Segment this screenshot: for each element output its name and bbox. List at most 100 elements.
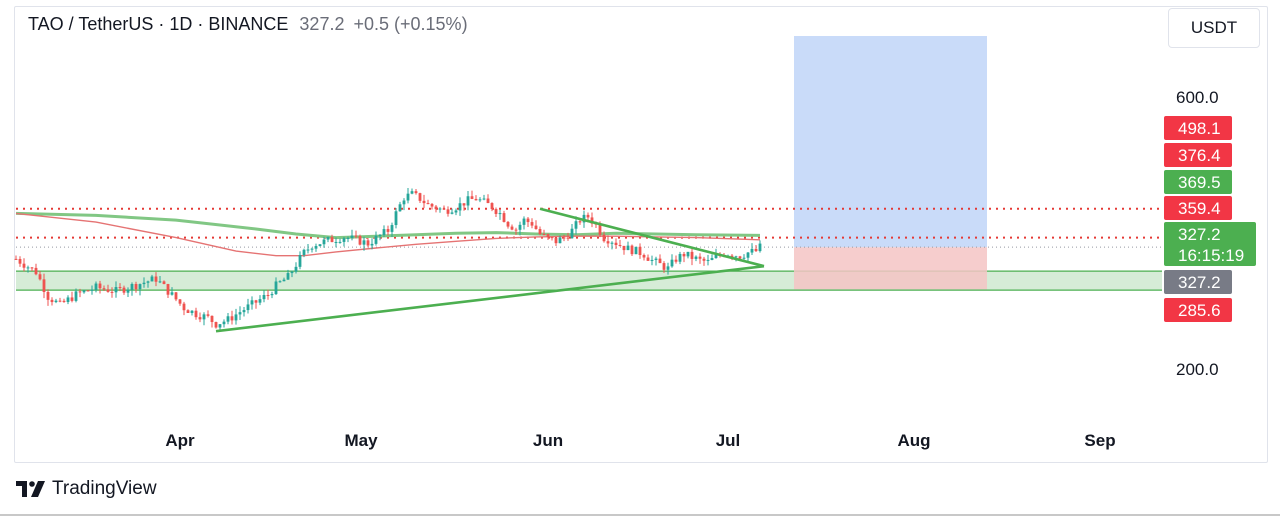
candle-body <box>34 267 38 275</box>
candle-body <box>334 241 338 243</box>
candle-body <box>94 283 98 290</box>
x-axis-label-may: May <box>344 431 378 450</box>
candle-body <box>538 229 542 235</box>
candle-body <box>162 281 166 285</box>
candle-body <box>414 191 418 194</box>
branding[interactable]: TradingView <box>16 478 157 500</box>
candle-body <box>690 251 694 259</box>
candle-body <box>226 316 230 322</box>
candle-body <box>230 316 234 321</box>
triangle-lower-line <box>215 264 765 333</box>
candle-body <box>710 258 714 260</box>
candle-body <box>746 252 750 258</box>
candle-body <box>290 271 294 274</box>
candle-body <box>654 258 658 260</box>
candle-body <box>662 263 666 270</box>
candle-body <box>578 221 582 223</box>
candle-body <box>122 287 126 293</box>
candle-body <box>410 191 414 194</box>
candle-body <box>278 281 282 283</box>
price-change: +0.5 (+0.15%) <box>353 14 468 34</box>
candle-body <box>106 289 110 292</box>
candle-body <box>758 243 762 252</box>
candle-body <box>562 237 566 239</box>
candle-body <box>214 322 218 328</box>
candle-body <box>138 284 142 290</box>
candle-body <box>494 209 498 214</box>
price-label-badge <box>1164 170 1232 194</box>
symbol-title[interactable]: TAO / TetherUS · 1D · BINANCE <box>28 14 289 34</box>
candle-body <box>370 243 374 246</box>
candle-body <box>42 279 46 292</box>
candle-body <box>614 242 618 246</box>
candle-body <box>498 213 502 215</box>
candle-body <box>514 229 518 231</box>
candle-body <box>266 294 270 296</box>
candle-body <box>658 258 662 264</box>
last-price: 327.2 <box>299 14 345 34</box>
currency-button[interactable]: USDT <box>1168 8 1260 48</box>
candle-body <box>242 310 246 313</box>
candle-body <box>166 284 170 295</box>
candle-body <box>282 279 286 282</box>
candle-body <box>470 196 474 199</box>
candle-body <box>114 287 118 293</box>
candle-body <box>458 203 462 211</box>
y-axis-tick: 600.0 <box>1176 88 1219 107</box>
candle-body <box>398 204 402 212</box>
y-axis-tick: 200.0 <box>1176 360 1219 379</box>
candle-body <box>158 281 162 283</box>
candle-body <box>582 214 586 223</box>
candle-body <box>606 241 610 244</box>
triangle-upper-line <box>539 207 765 268</box>
candle-body <box>362 240 366 245</box>
price-label-badge <box>1164 196 1232 220</box>
candle-body <box>738 256 742 259</box>
candle-body <box>438 208 442 210</box>
candle-body <box>286 273 290 280</box>
candle-body <box>18 258 22 264</box>
candle-body <box>130 284 134 290</box>
candle-body <box>322 239 326 245</box>
candle-body <box>22 263 26 268</box>
candle-body <box>186 310 190 313</box>
candle-body <box>634 246 638 255</box>
candle-body <box>30 267 34 269</box>
price-label-text: 376.4 <box>1178 146 1221 165</box>
candle-body <box>78 291 82 293</box>
candle-body <box>66 297 70 302</box>
candle-body <box>366 240 370 246</box>
candle-body <box>314 246 318 249</box>
x-axis-label-jun: Jun <box>533 431 563 450</box>
candle-body <box>482 198 486 200</box>
candle-body <box>502 213 506 222</box>
candle-body <box>686 251 690 257</box>
candle-body <box>262 294 266 300</box>
candle-body <box>346 237 350 239</box>
candle-body <box>270 294 274 296</box>
candle-body <box>518 224 522 230</box>
x-axis-label-apr: Apr <box>165 431 195 450</box>
candle-body <box>194 310 198 318</box>
candle-body <box>126 289 130 293</box>
price-label-countdown: 16:15:19 <box>1178 246 1244 265</box>
price-chart[interactable]: Apr May Jun Jul Aug Sep 600.0 200.0 498.1 376.4 36… <box>0 0 1280 470</box>
candle-body <box>622 245 626 251</box>
candle-body <box>142 282 146 285</box>
candle-body <box>378 234 382 236</box>
candle-body <box>70 297 74 301</box>
candle-body <box>454 210 458 213</box>
x-axis-label-sep: Sep <box>1084 431 1115 450</box>
price-label-text: 498.1 <box>1178 119 1221 138</box>
candle-body <box>730 255 734 258</box>
candle-body <box>678 253 682 262</box>
candle-body <box>254 300 258 303</box>
candle-body <box>154 276 158 282</box>
candle-body <box>754 248 758 252</box>
candle-body <box>506 221 510 227</box>
candle-body <box>542 234 546 236</box>
candle-body <box>450 212 454 214</box>
divider <box>0 514 1280 516</box>
candle-body <box>734 256 738 258</box>
tradingview-logo-icon <box>16 481 45 497</box>
